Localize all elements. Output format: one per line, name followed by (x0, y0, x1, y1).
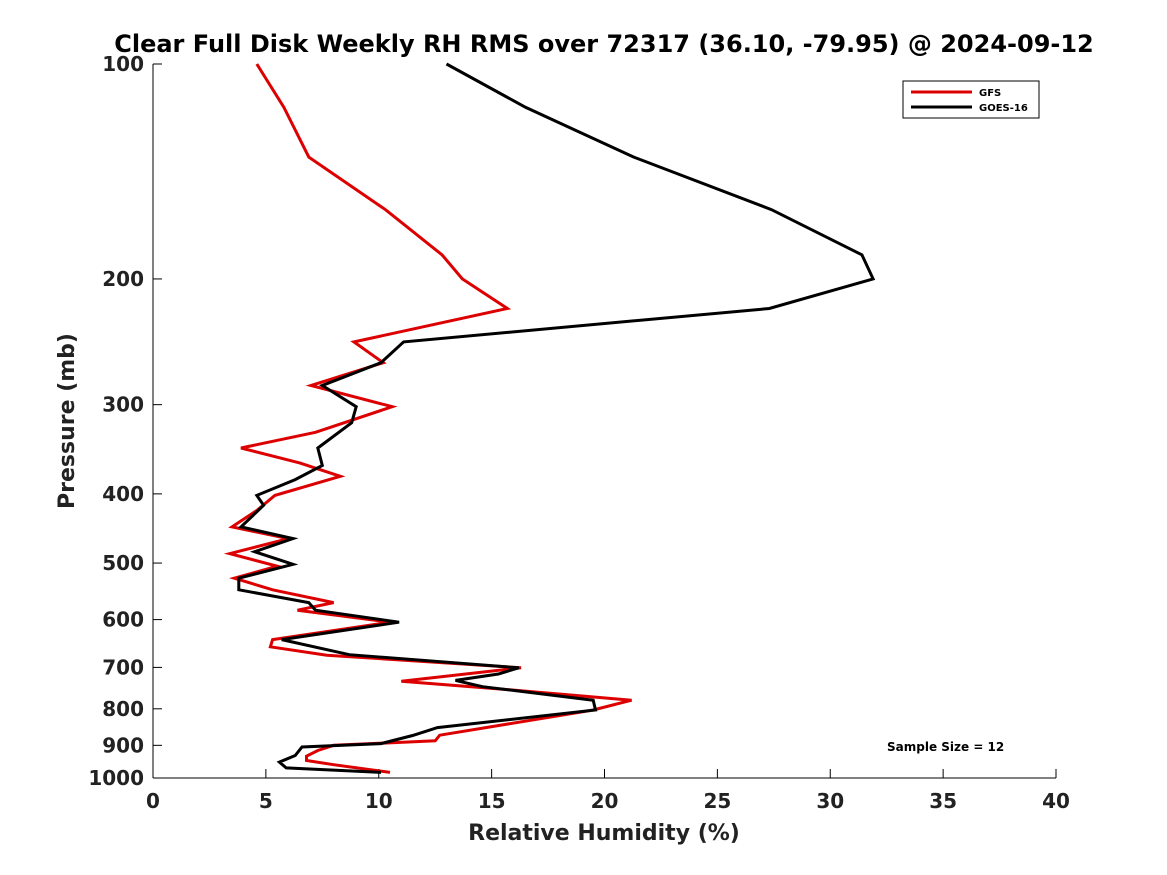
sample-size-annotation: Sample Size = 12 (887, 740, 1004, 754)
y-tick-label: 200 (102, 267, 144, 291)
x-tick-label: 20 (591, 789, 619, 813)
series-line-gfs (223, 63, 632, 774)
x-tick-label: 25 (703, 789, 731, 813)
y-tick-label: 600 (102, 608, 144, 632)
x-tick-label: 10 (365, 789, 393, 813)
y-tick-label: 800 (102, 697, 144, 721)
plot-area (153, 64, 1056, 778)
x-axis-label: Relative Humidity (%) (468, 821, 740, 846)
y-ticks: 100 200 300 400 500 600 700 800 900 1000 (88, 52, 162, 790)
y-axis-label: Pressure (mb) (55, 333, 80, 509)
legend: GFS GOES-16 (902, 80, 1040, 119)
y-tick-label: 100 (102, 52, 144, 76)
x-tick-label: 40 (1042, 789, 1070, 813)
legend-label-goes16: GOES-16 (979, 103, 1028, 114)
x-tick-label: 0 (146, 789, 160, 813)
x-tick-label: 35 (929, 789, 957, 813)
series-line-goes16 (237, 62, 876, 774)
y-tick-label: 300 (102, 393, 144, 417)
chart-title: Clear Full Disk Weekly RH RMS over 72317… (114, 30, 1094, 58)
y-tick-label: 400 (102, 482, 144, 506)
x-tick-label: 30 (816, 789, 844, 813)
legend-label-gfs: GFS (979, 88, 1001, 99)
y-tick-label: 700 (102, 655, 144, 679)
x-tick-label: 15 (478, 789, 506, 813)
y-tick-label: 1000 (88, 766, 144, 790)
series-layer (223, 62, 876, 774)
y-tick-label: 900 (102, 733, 144, 757)
legend-box (902, 80, 1040, 119)
x-tick-label: 5 (259, 789, 273, 813)
x-ticks: 0 5 10 15 20 25 30 35 40 (146, 769, 1070, 813)
y-tick-label: 500 (102, 551, 144, 575)
